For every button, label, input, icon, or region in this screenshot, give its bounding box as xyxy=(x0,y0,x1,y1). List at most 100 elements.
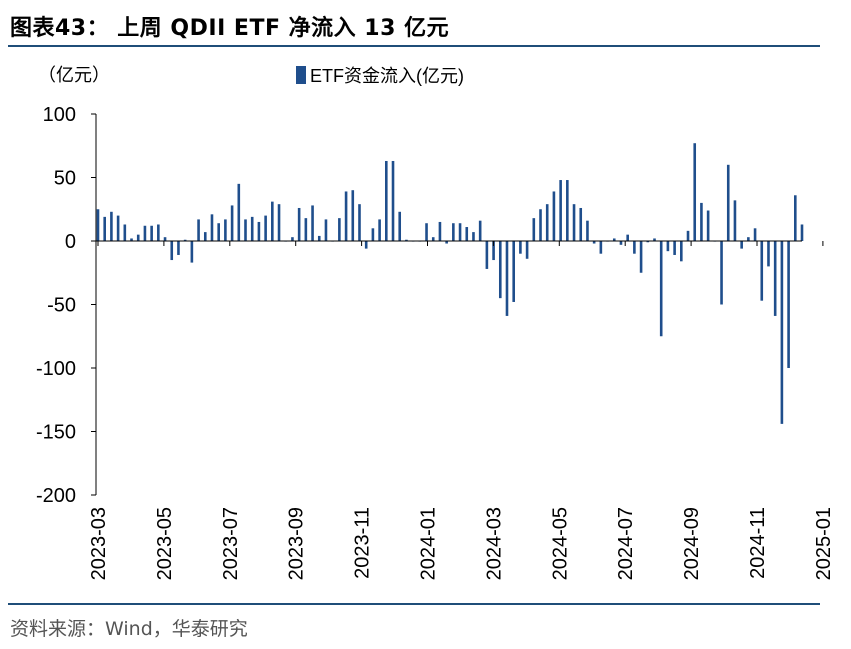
source-note: 资料来源：Wind，华泰研究 xyxy=(10,618,248,640)
bar xyxy=(492,241,495,261)
bar xyxy=(197,219,200,241)
bar xyxy=(505,241,509,316)
x-tick-label: 2024-11 xyxy=(747,507,769,579)
y-tick-label: 0 xyxy=(65,231,76,253)
bar xyxy=(96,209,100,241)
bar xyxy=(257,221,261,241)
bar xyxy=(297,207,301,241)
bar xyxy=(498,241,502,299)
bar xyxy=(612,238,616,241)
y-tick-label: -200 xyxy=(36,485,76,507)
bar xyxy=(706,210,710,241)
bar xyxy=(465,227,469,241)
bar xyxy=(338,218,341,241)
x-tick-label: 2023-11 xyxy=(352,507,374,579)
y-tick-label: 100 xyxy=(43,104,76,126)
legend-swatch xyxy=(296,66,306,84)
y-tick-label: -150 xyxy=(36,422,76,444)
bar xyxy=(385,160,388,241)
x-tick-label: 2025-01 xyxy=(813,507,835,580)
bar xyxy=(720,241,723,305)
x-tick-label: 2023-03 xyxy=(88,507,110,580)
x-tick-label: 2024-09 xyxy=(681,507,703,580)
bar xyxy=(458,223,462,241)
bar xyxy=(633,241,636,254)
bar xyxy=(780,241,784,424)
bar xyxy=(787,241,790,368)
x-tick-label: 2023-05 xyxy=(154,507,176,580)
bar xyxy=(177,241,180,255)
x-tick-label: 2023-09 xyxy=(286,507,308,580)
bar xyxy=(183,239,187,241)
bar xyxy=(425,223,428,241)
bar xyxy=(579,207,583,241)
bar xyxy=(753,228,757,241)
bar xyxy=(364,241,368,249)
bar xyxy=(224,219,227,241)
bar xyxy=(478,220,482,241)
y-tick-label: 50 xyxy=(54,168,76,190)
bar xyxy=(371,228,375,241)
bar xyxy=(217,223,220,241)
bar xyxy=(539,209,542,241)
bar xyxy=(659,241,663,337)
bar xyxy=(143,225,147,241)
x-tick-label: 2024-01 xyxy=(418,507,440,580)
bar xyxy=(250,216,254,241)
bar xyxy=(103,216,106,241)
footer-rule xyxy=(8,603,820,605)
bar xyxy=(572,204,576,241)
x-tick-label: 2024-03 xyxy=(483,507,505,580)
bar xyxy=(693,143,697,241)
bar xyxy=(800,224,804,241)
bar xyxy=(512,241,515,302)
bar xyxy=(686,230,690,241)
bar xyxy=(130,238,133,241)
unit-label: （亿元） xyxy=(38,65,110,85)
bar xyxy=(767,241,770,267)
bar xyxy=(324,219,328,241)
bar xyxy=(438,221,442,241)
bar xyxy=(673,241,676,255)
bar xyxy=(566,180,569,241)
legend-label: ETF资金流入(亿元) xyxy=(310,66,464,86)
x-tick-label: 2024-05 xyxy=(549,507,571,580)
bar xyxy=(666,241,670,252)
bar xyxy=(700,202,703,241)
bar xyxy=(559,180,562,241)
bar xyxy=(230,205,234,241)
bar xyxy=(123,224,127,241)
bar xyxy=(110,211,113,241)
bar xyxy=(485,241,489,269)
bar xyxy=(237,183,241,241)
bar xyxy=(592,241,596,244)
bar xyxy=(519,241,522,254)
bar xyxy=(190,241,194,263)
bar xyxy=(157,224,160,241)
bar xyxy=(210,214,214,241)
bar xyxy=(586,220,589,241)
bar xyxy=(740,241,743,249)
bar xyxy=(472,232,475,241)
bar xyxy=(317,235,321,241)
bar xyxy=(203,232,207,241)
bar xyxy=(760,241,764,301)
bar xyxy=(773,241,777,316)
bar xyxy=(277,204,281,241)
bar xyxy=(452,223,455,241)
bar xyxy=(445,241,448,244)
bar xyxy=(291,237,294,241)
bar xyxy=(344,191,348,241)
bar xyxy=(264,215,267,241)
bar xyxy=(311,205,314,241)
bar xyxy=(653,238,656,241)
y-tick-label: -100 xyxy=(36,358,76,380)
bar xyxy=(244,219,247,241)
figure-title: 图表43： 上周 QDII ETF 净流入 13 亿元 xyxy=(10,16,450,41)
bar xyxy=(398,211,402,241)
bar xyxy=(619,241,623,245)
bar xyxy=(626,234,629,241)
bar xyxy=(136,234,140,241)
x-tick-label: 2024-07 xyxy=(615,507,637,580)
bar-series xyxy=(96,143,804,424)
